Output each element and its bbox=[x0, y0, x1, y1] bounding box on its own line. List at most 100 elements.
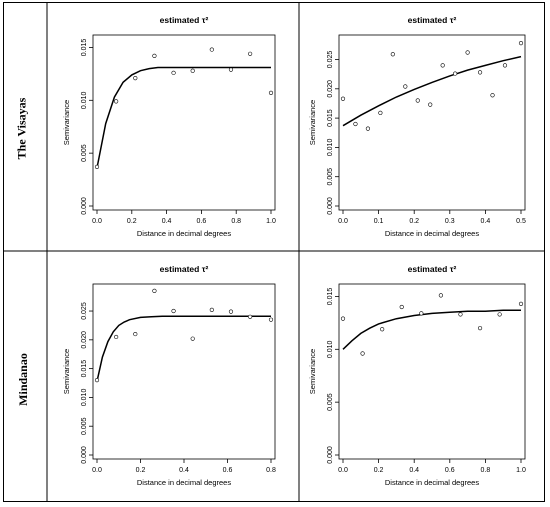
data-point bbox=[248, 51, 253, 56]
data-point bbox=[340, 316, 346, 321]
chart-title: estimated τ² bbox=[408, 264, 457, 274]
data-point bbox=[171, 308, 176, 314]
y-axis-label: Semivariance bbox=[308, 100, 317, 145]
x-axis-label: Distance in decimal degrees bbox=[385, 229, 479, 238]
data-point bbox=[209, 47, 214, 52]
plot-area bbox=[92, 283, 276, 460]
y-tick-label: 0.025 bbox=[327, 51, 334, 69]
fitted-curve bbox=[342, 55, 522, 127]
y-tick-label: 0.005 bbox=[81, 417, 88, 435]
y-axis-label: Semivariance bbox=[62, 349, 71, 394]
y-tick-label: 0.010 bbox=[327, 340, 334, 358]
panel-grid bbox=[3, 2, 545, 502]
plot-area bbox=[338, 34, 526, 211]
y-tick-label: 0.005 bbox=[327, 168, 334, 186]
x-tick-label: 0.5 bbox=[516, 218, 526, 225]
data-point bbox=[438, 293, 443, 298]
semivariogram-mindanao-left: estimated τ² 0.0 0.2 0.4 0.6 0.8 0.000 0.005 0.0… bbox=[62, 264, 276, 487]
fitted-curve bbox=[96, 315, 271, 382]
plot-area bbox=[338, 283, 526, 460]
x-tick-label: 0.8 bbox=[266, 467, 276, 474]
data-point bbox=[353, 121, 358, 127]
data-point bbox=[268, 317, 274, 322]
data-point bbox=[190, 68, 195, 73]
data-point bbox=[228, 67, 234, 72]
data-point bbox=[390, 52, 395, 57]
data-point bbox=[268, 90, 274, 96]
x-tick-label: 0.0 bbox=[92, 218, 102, 225]
x-axis-label: Distance in decimal degrees bbox=[385, 478, 479, 487]
y-tick-label: 0.010 bbox=[327, 139, 334, 157]
x-tick-label: 0.2 bbox=[127, 218, 137, 225]
data-point bbox=[477, 326, 483, 331]
fitted-curve bbox=[96, 66, 271, 169]
y-tick-label: 0.000 bbox=[327, 197, 334, 215]
x-tick-label: 0.6 bbox=[197, 218, 207, 225]
data-point bbox=[360, 351, 365, 356]
y-tick-label: 0.015 bbox=[327, 109, 334, 127]
x-tick-label: 0.1 bbox=[374, 218, 384, 225]
y-tick-label: 0.015 bbox=[327, 288, 334, 306]
data-point bbox=[209, 307, 214, 312]
x-tick-label: 0.2 bbox=[374, 467, 384, 474]
x-tick-label: 0.8 bbox=[481, 467, 491, 474]
data-point bbox=[465, 50, 470, 55]
data-point bbox=[114, 99, 119, 104]
data-point bbox=[365, 126, 371, 131]
data-point bbox=[403, 84, 408, 89]
y-tick-label: 0.000 bbox=[327, 446, 334, 464]
y-tick-label: 0.005 bbox=[81, 144, 88, 162]
data-point bbox=[133, 331, 138, 337]
y-tick-label: 0.005 bbox=[327, 393, 334, 411]
data-point bbox=[440, 63, 445, 68]
data-point bbox=[453, 71, 458, 76]
semivariogram-visayas-left: estimated τ² 0.0 0.2 0.4 0.6 0.8 1.0 0.000 0.005… bbox=[62, 15, 276, 238]
x-tick-label: 0.6 bbox=[223, 467, 233, 474]
data-point bbox=[477, 70, 483, 75]
x-axis-label: Distance in decimal degrees bbox=[137, 229, 231, 238]
x-tick-label: 0.3 bbox=[445, 218, 455, 225]
y-tick-label: 0.000 bbox=[81, 197, 88, 215]
chart-title: estimated τ² bbox=[408, 15, 457, 25]
plot-area bbox=[92, 34, 276, 211]
x-tick-label: 0.0 bbox=[338, 467, 348, 474]
y-axis-label: Semivariance bbox=[62, 100, 71, 145]
x-axis-label: Distance in decimal degrees bbox=[137, 478, 231, 487]
data-point bbox=[152, 53, 157, 59]
x-tick-label: 0.2 bbox=[409, 218, 419, 225]
y-tick-label: 0.025 bbox=[81, 302, 88, 320]
frame-border bbox=[3, 2, 545, 502]
region-label-mindanao: Mindanao bbox=[15, 353, 30, 406]
data-point bbox=[171, 70, 176, 75]
data-point bbox=[114, 334, 119, 340]
data-point bbox=[94, 378, 100, 383]
chart-title: estimated τ² bbox=[160, 264, 209, 274]
y-tick-label: 0.015 bbox=[81, 39, 88, 57]
x-tick-label: 0.4 bbox=[179, 467, 189, 474]
data-point bbox=[340, 96, 346, 101]
data-point bbox=[490, 93, 495, 98]
x-tick-label: 0.6 bbox=[445, 467, 455, 474]
x-tick-label: 0.2 bbox=[136, 467, 146, 474]
x-tick-label: 0.0 bbox=[92, 467, 102, 474]
data-point bbox=[133, 76, 138, 81]
x-tick-label: 1.0 bbox=[516, 467, 526, 474]
y-tick-label: 0.010 bbox=[81, 91, 88, 109]
data-point bbox=[415, 98, 420, 103]
data-point bbox=[497, 312, 502, 317]
region-label-visayas: The Visayas bbox=[14, 97, 29, 160]
y-tick-label: 0.015 bbox=[81, 360, 88, 378]
data-point bbox=[502, 63, 508, 68]
x-tick-label: 0.4 bbox=[481, 218, 491, 225]
data-point bbox=[419, 311, 424, 316]
fitted-curve bbox=[342, 309, 521, 350]
data-point bbox=[518, 41, 524, 46]
data-point bbox=[248, 314, 253, 319]
x-tick-label: 1.0 bbox=[266, 218, 276, 225]
data-point bbox=[94, 164, 100, 169]
x-tick-label: 0.4 bbox=[162, 218, 172, 225]
x-tick-label: 0.0 bbox=[338, 218, 348, 225]
figure-frame: The Visayas Mindanao estimated τ² 0.0 0.2 0… bbox=[3, 2, 545, 502]
y-tick-label: 0.020 bbox=[327, 80, 334, 98]
x-tick-label: 0.4 bbox=[409, 467, 419, 474]
